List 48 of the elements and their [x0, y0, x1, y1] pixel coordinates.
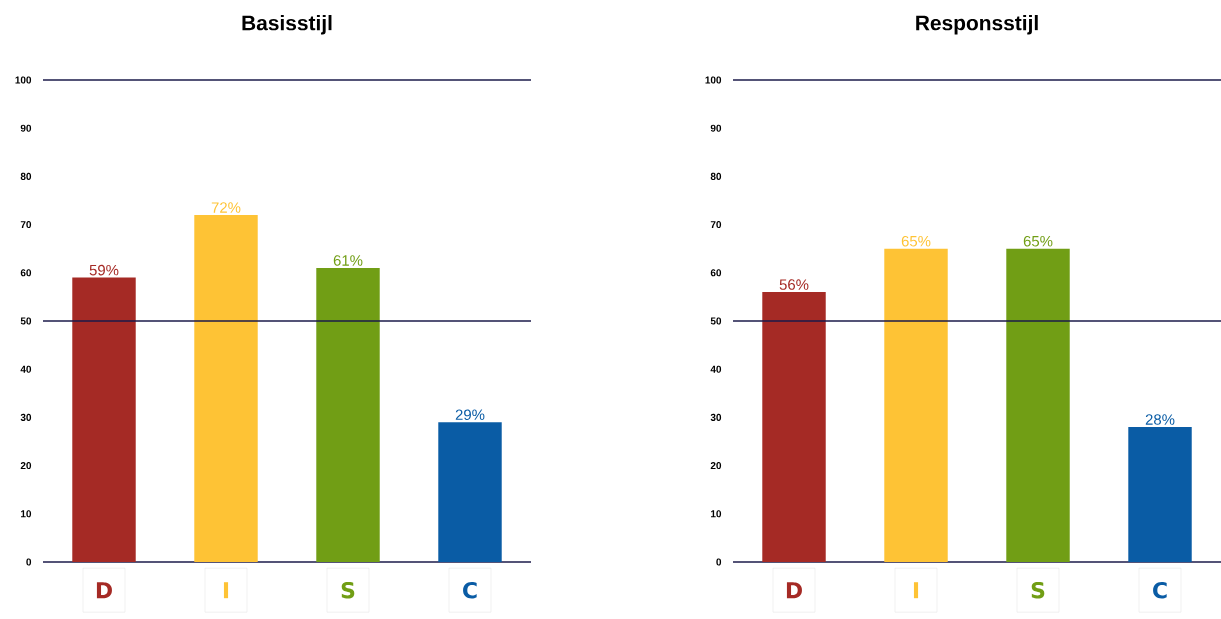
x-tick-label: C: [463, 581, 477, 599]
data-label: 65%: [1023, 235, 1053, 247]
x-tick-label: D: [96, 582, 112, 599]
bar: [884, 248, 948, 562]
bar: [194, 214, 258, 562]
bar: [762, 292, 826, 562]
y-tick-label: 50: [710, 317, 722, 325]
y-tick-label: 40: [710, 365, 722, 373]
data-label: 29%: [455, 409, 485, 421]
y-tick-label: 80: [710, 172, 722, 180]
y-tick-label: 10: [711, 510, 722, 518]
data-label: 28%: [1145, 414, 1175, 425]
y-tick-label: 30: [20, 413, 32, 421]
y-tick-label: 90: [20, 124, 32, 132]
y-tick-label: 100: [705, 76, 722, 84]
x-tick-label: C: [1153, 581, 1167, 599]
data-label: 72%: [211, 202, 241, 213]
y-tick-label: 0: [26, 558, 32, 566]
data-label: 59%: [89, 264, 119, 276]
bar: [438, 422, 502, 562]
y-tick-label: 90: [710, 124, 722, 132]
x-tick-label: D: [786, 582, 802, 599]
y-tick-label: 80: [20, 172, 32, 180]
bar: [1006, 248, 1070, 562]
chart-title: Basisstijl: [242, 15, 332, 35]
x-tick-label: S: [1031, 581, 1045, 599]
y-tick-label: 60: [710, 269, 722, 277]
y-tick-label: 30: [710, 413, 722, 421]
y-tick-label: 10: [21, 510, 32, 518]
y-tick-label: 0: [716, 558, 722, 566]
x-tick-label: I: [223, 582, 229, 599]
bar: [1128, 427, 1192, 562]
data-label: 56%: [779, 279, 809, 290]
y-tick-label: 50: [20, 317, 32, 325]
y-tick-label: 70: [710, 221, 722, 229]
y-tick-label: 100: [15, 76, 32, 84]
y-tick-label: 20: [710, 462, 722, 470]
data-label: 61%: [333, 255, 363, 266]
y-tick-label: 60: [20, 269, 32, 277]
y-tick-label: 70: [20, 221, 32, 229]
y-tick-label: 40: [20, 365, 32, 373]
data-label: 65%: [901, 235, 931, 247]
x-tick-label: S: [341, 581, 355, 599]
bar: [72, 277, 136, 562]
bar: [316, 267, 380, 562]
chart-title: Responsstijl: [916, 15, 1038, 35]
x-tick-label: I: [913, 582, 919, 599]
y-tick-label: 20: [20, 462, 32, 470]
